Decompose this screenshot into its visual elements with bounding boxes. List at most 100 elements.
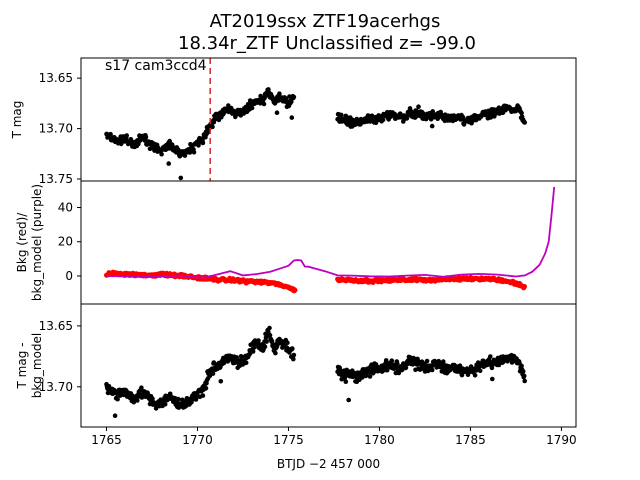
p0-frame <box>80 57 577 182</box>
mag-point <box>176 396 181 402</box>
mag-point <box>196 143 201 148</box>
mag-point <box>218 379 224 384</box>
bkg-point <box>292 287 298 293</box>
mag-point <box>203 386 209 391</box>
y-tick-label: 0 <box>65 269 73 283</box>
mag-point <box>274 110 280 115</box>
mag-point <box>472 373 478 378</box>
mag-point <box>477 368 483 374</box>
y-axis-label: bkg_model <box>30 333 44 399</box>
mag-point <box>159 151 164 157</box>
mag-point <box>338 112 344 118</box>
x-axis-label: BTJD −2 457 000 <box>277 457 380 471</box>
mag-point <box>522 378 527 384</box>
y-tick-label: 13.75 <box>39 172 73 186</box>
mag-point <box>429 367 435 373</box>
title-line-2: 18.34r_ZTF Unclassified z= -99.0 <box>178 33 476 54</box>
bkg-model-line <box>106 186 556 279</box>
y-axis-label: T mag <box>10 101 24 140</box>
mag-point <box>490 376 495 382</box>
mag-point <box>273 350 278 356</box>
title-line-1: AT2019ssx ZTF19acerhgs <box>210 11 441 32</box>
mag-point <box>424 358 430 364</box>
mag-point <box>234 355 239 360</box>
mag-point <box>521 373 527 379</box>
y-tick-label: 20 <box>58 235 73 249</box>
panel-annotation: s17 cam3ccd4 <box>105 58 207 74</box>
x-tick-label: 1765 <box>91 433 122 447</box>
y-tick-label: 40 <box>58 201 73 215</box>
mag-point <box>250 349 256 354</box>
mag-point <box>520 369 526 374</box>
mag-point <box>363 373 369 379</box>
bkg-point <box>522 284 527 289</box>
mag-point <box>210 371 216 376</box>
x-tick-label: 1785 <box>455 433 486 447</box>
mag-point <box>267 333 273 338</box>
mag-point <box>488 354 493 359</box>
mag-point <box>277 91 282 96</box>
y-tick-label: 13.70 <box>39 122 73 136</box>
panels: 13.65 13.70 13.75 T mag s17 cam3ccd4 0 20 40 Bkg… <box>10 57 577 471</box>
mag-point <box>108 131 113 137</box>
mag-point <box>522 120 527 125</box>
mag-point <box>267 325 272 331</box>
mag-point <box>383 358 389 363</box>
mag-point <box>205 129 211 135</box>
mag-point <box>416 104 421 109</box>
mag-point <box>262 344 268 350</box>
mag-point <box>429 123 435 129</box>
y-axis-label: Bkg (red)/ <box>15 212 29 273</box>
mag-point <box>191 150 197 155</box>
mag-point <box>143 135 149 140</box>
mag-point <box>289 99 294 105</box>
mag-point <box>291 352 297 358</box>
mag-point <box>200 140 206 146</box>
mag-point <box>139 385 144 391</box>
mag-point <box>106 384 112 389</box>
mag-point <box>380 117 386 123</box>
mag-point <box>519 110 524 116</box>
mag-point <box>395 361 400 367</box>
x-tick-label: 1790 <box>546 433 577 447</box>
mag-point <box>367 119 373 124</box>
x-tick-label: 1770 <box>182 433 213 447</box>
mag-point <box>459 372 465 378</box>
mag-point <box>200 393 206 398</box>
mag-point <box>187 150 193 155</box>
mag-point <box>430 109 436 114</box>
mag-point <box>166 161 171 166</box>
p1-frame <box>80 180 577 305</box>
mag-point <box>167 138 172 144</box>
p2-frame <box>80 303 577 428</box>
mag-point <box>367 374 373 379</box>
mag-point <box>291 356 296 362</box>
mag-point <box>135 398 140 403</box>
mag-point <box>403 365 409 371</box>
mag-point <box>210 124 215 130</box>
mag-point <box>291 94 297 100</box>
mag-point <box>264 339 269 344</box>
mag-point <box>150 396 155 402</box>
mag-point <box>261 101 267 107</box>
mag-point <box>290 346 295 351</box>
y-tick-label: 13.70 <box>39 380 73 394</box>
mag-point <box>346 397 352 403</box>
mag-point <box>283 96 289 101</box>
mag-point <box>289 115 295 120</box>
mag-point <box>389 358 395 364</box>
mag-point <box>488 115 494 120</box>
mag-point <box>115 396 120 402</box>
mag-point <box>441 359 446 364</box>
y-tick-label: 13.65 <box>39 319 73 333</box>
x-tick-label: 1780 <box>364 433 395 447</box>
mag-point <box>182 153 188 158</box>
mag-point <box>519 363 524 369</box>
y-axis-label: bkg_model (purple) <box>30 184 44 301</box>
mag-point <box>178 175 184 181</box>
mag-point <box>243 360 249 366</box>
mag-point <box>162 402 168 407</box>
mag-point <box>124 133 129 138</box>
mag-point <box>112 413 118 419</box>
